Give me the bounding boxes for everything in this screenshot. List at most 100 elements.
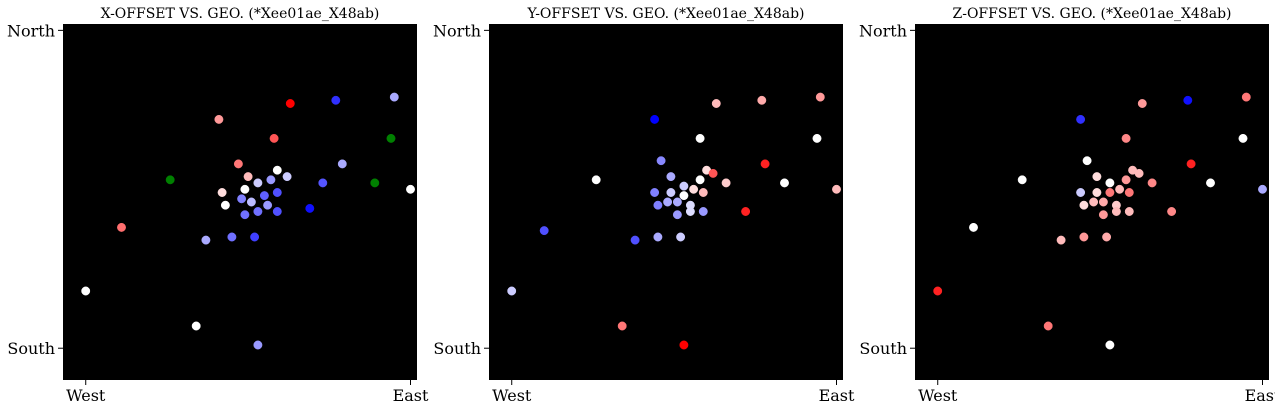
scatter-point [237, 194, 247, 204]
scatter-point [165, 175, 175, 185]
scatter-point [337, 159, 347, 169]
y-tick-label: South [7, 339, 55, 358]
scatter-point [672, 210, 682, 220]
scatter-point [1105, 188, 1115, 197]
scatter-point [1017, 175, 1027, 185]
y-tick-label: North [859, 21, 907, 40]
chart-title: X-OFFSET VS. GEO. (*Xee01ae_X48ab) [101, 6, 380, 22]
scatter-panel-1: X-OFFSET VS. GEO. (*Xee01ae_X48ab) North S… [7, 6, 429, 405]
scatter-point [1092, 188, 1102, 197]
scatter-point [689, 184, 699, 194]
scatter-point [1105, 178, 1115, 188]
scatter-point [1238, 133, 1248, 143]
scatter-point [331, 95, 341, 105]
scatter-point [282, 172, 292, 182]
scatter-point [679, 340, 689, 350]
scatter-point [266, 175, 276, 185]
scatter-point [780, 178, 789, 188]
scatter-point [318, 178, 328, 188]
scatter-point [81, 286, 91, 296]
scatter-point [757, 95, 767, 105]
scatter-point [1167, 207, 1177, 216]
scatter-point [1183, 95, 1193, 105]
y-tick-label: North [433, 21, 481, 40]
scatter-point [695, 133, 705, 143]
x-tick-label: West [918, 386, 958, 405]
scatter-point [721, 178, 731, 188]
scatter-point [406, 184, 415, 194]
scatter-point [1102, 232, 1112, 242]
scatter-point [240, 210, 250, 220]
scatter-point [832, 184, 841, 194]
scatter-point [1076, 188, 1086, 197]
x-tick-label: West [492, 386, 532, 405]
scatter-point [269, 133, 279, 143]
scatter-point [711, 99, 721, 108]
x-tick-label: East [393, 386, 429, 405]
scatter-point [1121, 133, 1131, 143]
scatter-point [305, 203, 315, 213]
scatter-point [666, 172, 676, 182]
scatter-point [708, 168, 718, 178]
scatter-point [240, 184, 250, 194]
scatter-point [539, 226, 549, 236]
chart-title: Y-OFFSET VS. GEO. (*Xee01ae_X48ab) [527, 6, 805, 22]
scatter-point [217, 188, 227, 197]
scatter-point [1092, 172, 1102, 182]
scatter-point [1206, 178, 1215, 188]
scatter-point [253, 340, 263, 350]
scatter-point [666, 188, 676, 197]
scatter-point [253, 178, 263, 188]
scatter-point [591, 175, 601, 185]
scatter-point [679, 181, 689, 191]
scatter-point [685, 207, 695, 216]
scatter-point [233, 159, 243, 169]
scatter-point [214, 114, 224, 124]
scatter-point [1258, 184, 1267, 194]
scatter-point [1115, 184, 1125, 194]
scatter-panel-2: Y-OFFSET VS. GEO. (*Xee01ae_X48ab) North S… [433, 6, 855, 405]
scatter-point [741, 207, 751, 216]
x-tick-label: West [66, 386, 106, 405]
scatter-point [1241, 92, 1251, 102]
scatter-point [695, 175, 705, 185]
scatter-point [1105, 340, 1115, 350]
scatter-point [1098, 210, 1108, 220]
scatter-point [1098, 197, 1108, 207]
scatter-point [1082, 156, 1092, 166]
scatter-point [1056, 235, 1066, 245]
scatter-point [227, 232, 237, 242]
scatter-point [507, 286, 517, 296]
scatter-point [672, 197, 682, 207]
scatter-point [679, 191, 689, 201]
scatter-point [630, 235, 640, 245]
scatter-point [617, 321, 627, 331]
scatter-point [1134, 168, 1144, 178]
scatter-point [663, 197, 673, 207]
x-tick-label: East [1245, 386, 1275, 405]
scatter-point [1076, 114, 1086, 124]
scatter-point [760, 159, 770, 169]
scatter-point [1147, 178, 1157, 188]
scatter-point [243, 172, 253, 182]
scatter-point [656, 156, 666, 166]
scatter-point [650, 188, 660, 197]
scatter-point [272, 188, 282, 197]
scatter-point [263, 200, 273, 210]
scatter-point [1111, 207, 1121, 216]
scatter-point [253, 207, 263, 216]
scatter-point [220, 200, 230, 210]
scatter-point [698, 207, 708, 216]
scatter-point [815, 92, 825, 102]
scatter-point [370, 178, 380, 188]
scatter-point [1186, 159, 1196, 169]
scatter-point [969, 222, 978, 232]
scatter-point [1137, 99, 1147, 108]
scatter-point [1079, 200, 1089, 210]
scatter-point [812, 133, 822, 143]
scatter-point [650, 114, 660, 124]
scatter-point [191, 321, 201, 331]
scatter-point [201, 235, 211, 245]
chart-title: Z-OFFSET VS. GEO. (*Xee01ae_X48ab) [952, 6, 1231, 22]
